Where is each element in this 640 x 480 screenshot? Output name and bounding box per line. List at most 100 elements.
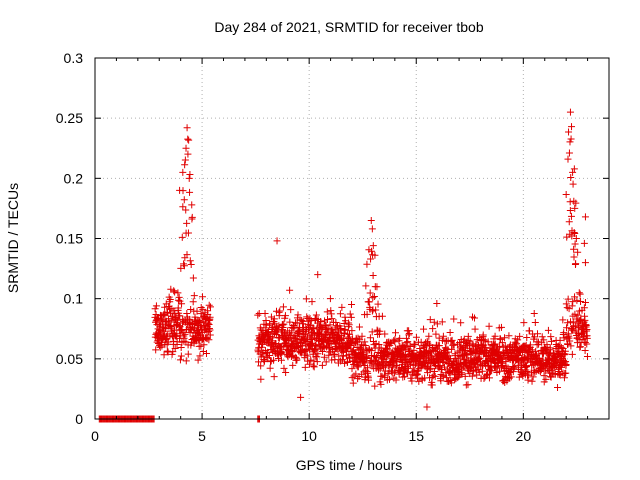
data-point xyxy=(171,310,179,318)
data-point xyxy=(447,337,455,345)
data-point xyxy=(190,292,198,300)
data-point xyxy=(574,311,582,319)
data-point xyxy=(571,204,579,212)
data-point xyxy=(156,343,164,351)
data-point xyxy=(568,302,576,310)
data-point xyxy=(583,340,591,348)
data-point xyxy=(428,352,436,360)
data-point xyxy=(337,357,345,365)
data-point xyxy=(275,312,283,320)
data-point xyxy=(205,325,213,333)
data-point xyxy=(523,362,531,370)
data-point xyxy=(547,333,555,341)
data-point xyxy=(559,316,567,324)
chart-title: Day 284 of 2021, SRMTID for receiver tbo… xyxy=(214,19,483,35)
data-point xyxy=(488,367,496,375)
data-point xyxy=(428,374,436,382)
data-point xyxy=(392,376,400,384)
data-point xyxy=(346,330,354,338)
data-point xyxy=(347,341,355,349)
data-point xyxy=(438,318,446,326)
data-point xyxy=(429,325,437,333)
data-point xyxy=(564,295,572,303)
data-point xyxy=(183,124,191,132)
data-point xyxy=(437,377,445,385)
data-point xyxy=(266,364,274,372)
data-point xyxy=(371,251,379,259)
data-point xyxy=(538,333,546,341)
data-point xyxy=(571,230,579,238)
data-point xyxy=(174,289,182,297)
data-point xyxy=(580,304,588,312)
data-point xyxy=(312,311,320,319)
data-point xyxy=(346,310,354,318)
data-point xyxy=(406,342,414,350)
data-point xyxy=(581,347,589,355)
data-point xyxy=(412,333,420,341)
data-point xyxy=(354,363,362,371)
data-point xyxy=(186,319,194,327)
data-point xyxy=(569,298,577,306)
data-point xyxy=(569,168,577,176)
data-point xyxy=(184,229,192,237)
axis-ticks xyxy=(94,57,610,420)
data-point xyxy=(164,338,172,346)
data-point xyxy=(363,310,371,318)
data-point xyxy=(403,339,411,347)
data-point xyxy=(569,180,577,188)
data-point xyxy=(569,326,577,334)
data-point xyxy=(583,326,591,334)
data-point xyxy=(540,372,548,380)
data-point xyxy=(396,334,404,342)
data-point xyxy=(542,375,550,383)
data-point xyxy=(471,314,479,322)
data-point xyxy=(368,328,376,336)
data-point xyxy=(566,138,574,146)
data-point xyxy=(433,299,441,307)
data-point xyxy=(194,356,202,364)
data-point xyxy=(345,319,353,327)
data-point xyxy=(355,323,363,331)
data-point xyxy=(439,332,447,340)
data-point xyxy=(531,333,539,341)
data-point xyxy=(317,324,325,332)
data-point xyxy=(269,323,277,331)
data-point xyxy=(525,327,533,335)
data-point xyxy=(571,310,579,318)
data-point xyxy=(554,383,562,391)
data-point xyxy=(178,300,186,308)
data-point xyxy=(277,350,285,358)
data-point xyxy=(562,361,570,369)
data-point xyxy=(462,346,470,354)
data-point xyxy=(564,341,572,349)
data-point xyxy=(432,330,440,338)
data-point xyxy=(291,344,299,352)
data-point xyxy=(171,344,179,352)
data-point xyxy=(282,369,290,377)
data-point xyxy=(302,295,310,303)
data-point xyxy=(410,366,418,374)
data-point xyxy=(456,339,464,347)
data-point xyxy=(369,294,377,302)
data-point xyxy=(391,335,399,343)
data-point xyxy=(583,334,591,342)
data-point xyxy=(563,233,571,241)
data-point xyxy=(167,285,175,293)
data-point xyxy=(367,216,375,224)
data-point xyxy=(420,325,428,333)
data-point xyxy=(511,363,519,371)
data-point xyxy=(322,358,330,366)
y-tick-label: 0 xyxy=(75,411,83,427)
data-point xyxy=(576,290,584,298)
data-point xyxy=(167,316,175,324)
data-point xyxy=(528,361,536,369)
data-point xyxy=(319,348,327,356)
data-point xyxy=(308,298,316,306)
data-point xyxy=(261,310,269,318)
data-point xyxy=(307,356,315,364)
data-point xyxy=(186,170,194,178)
data-point xyxy=(195,330,203,338)
data-point xyxy=(577,298,585,306)
data-point xyxy=(157,338,165,346)
data-point xyxy=(305,360,313,368)
